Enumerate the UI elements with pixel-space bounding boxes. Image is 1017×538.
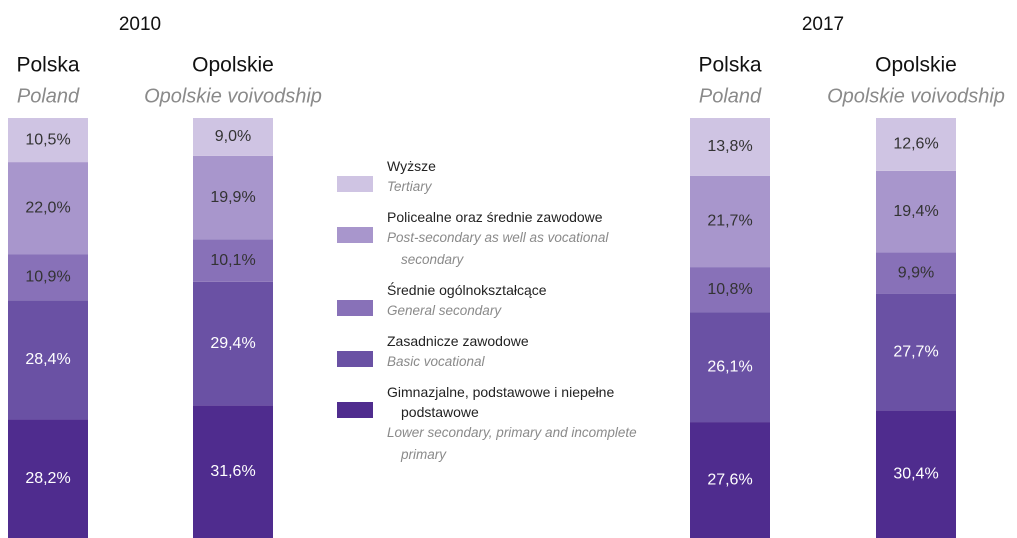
legend-item: Wyższe Tertiary [337, 156, 637, 198]
bar-segment [876, 170, 956, 253]
category-label: Opolskie [875, 54, 957, 77]
legend-name-en: Tertiary [387, 179, 432, 194]
bar-segment [8, 254, 88, 301]
bar-segment [193, 281, 273, 406]
legend-text: Policealne oraz średnie zawodowe Post-sec… [387, 207, 637, 271]
bar-segment [876, 293, 956, 411]
value-label: 28,2% [25, 470, 70, 487]
category-label-en: Poland [17, 85, 80, 107]
value-label: 27,6% [707, 471, 752, 488]
legend-name-en: Lower secondary, primary and incomplete … [387, 425, 637, 462]
bar-segment [8, 300, 88, 420]
legend-name: Zasadnicze zawodowe [387, 333, 529, 349]
bar-segment [690, 118, 770, 176]
value-label: 9,9% [898, 264, 934, 281]
legend-item: Zasadnicze zawodowe Basic vocational [337, 331, 637, 373]
bar-segment [8, 419, 88, 538]
value-label: 19,9% [210, 189, 255, 206]
legend-item: Średnie ogólnokształcące General secondar… [337, 280, 637, 322]
group-label: 2017 [802, 14, 844, 35]
legend-text: Gimnazjalne, podstawowe i niepełne podst… [387, 382, 637, 466]
category-label: Polska [16, 54, 79, 77]
bar-segment [876, 410, 956, 538]
legend-name-en: Basic vocational [387, 354, 485, 369]
category-label-en: Opolskie voivodship [827, 85, 1005, 107]
category-label: Opolskie [192, 54, 274, 77]
value-label: 22,0% [25, 200, 70, 217]
legend-name-en: General secondary [387, 303, 502, 318]
value-label: 27,7% [893, 343, 938, 360]
legend-name: Wyższe [387, 158, 436, 174]
legend-name-en: Post-secondary as well as vocational sec… [387, 230, 609, 267]
value-label: 26,1% [707, 358, 752, 375]
legend-text: Wyższe Tertiary [387, 156, 637, 198]
value-label: 12,6% [893, 136, 938, 153]
value-label: 29,4% [210, 335, 255, 352]
bar-segment [876, 118, 956, 171]
value-label: 31,6% [210, 463, 255, 480]
legend-text: Średnie ogólnokształcące General secondar… [387, 280, 637, 322]
value-label: 10,8% [707, 281, 752, 298]
bar-segment [8, 162, 88, 255]
bar-segment [690, 175, 770, 268]
value-label: 10,1% [210, 252, 255, 269]
legend-swatch [337, 300, 373, 316]
category-label: Polska [698, 54, 761, 77]
value-label: 10,9% [25, 269, 70, 286]
bar-segment [690, 267, 770, 313]
legend: Wyższe Tertiary Policealne oraz średnie za… [337, 156, 637, 475]
bar-segment [690, 312, 770, 423]
legend-item: Policealne oraz średnie zawodowe Post-sec… [337, 207, 637, 271]
legend-swatch [337, 227, 373, 243]
value-label: 10,5% [25, 131, 70, 148]
bar-segment [193, 405, 273, 538]
legend-swatch [337, 351, 373, 367]
bar-segment [193, 118, 273, 156]
bar-segment [8, 118, 88, 163]
group-label: 2010 [119, 14, 161, 35]
legend-swatch [337, 402, 373, 418]
legend-item: Gimnazjalne, podstawowe i niepełne podst… [337, 382, 637, 466]
legend-name: Średnie ogólnokształcące [387, 282, 547, 298]
value-label: 30,4% [893, 465, 938, 482]
legend-text: Zasadnicze zawodowe Basic vocational [387, 331, 637, 373]
bar-segment [876, 252, 956, 294]
value-label: 21,7% [707, 213, 752, 230]
value-label: 28,4% [25, 351, 70, 368]
value-label: 19,4% [893, 203, 938, 220]
legend-name: Gimnazjalne, podstawowe i niepełne podst… [387, 384, 615, 420]
bar-segment [690, 422, 770, 538]
legend-swatch [337, 176, 373, 192]
category-label-en: Poland [699, 85, 762, 107]
bar-segment [193, 155, 273, 240]
bar-segment [193, 239, 273, 282]
value-label: 9,0% [215, 128, 251, 145]
legend-name: Policealne oraz średnie zawodowe [387, 209, 603, 225]
category-label-en: Opolskie voivodship [144, 85, 322, 107]
value-label: 13,8% [707, 138, 752, 155]
